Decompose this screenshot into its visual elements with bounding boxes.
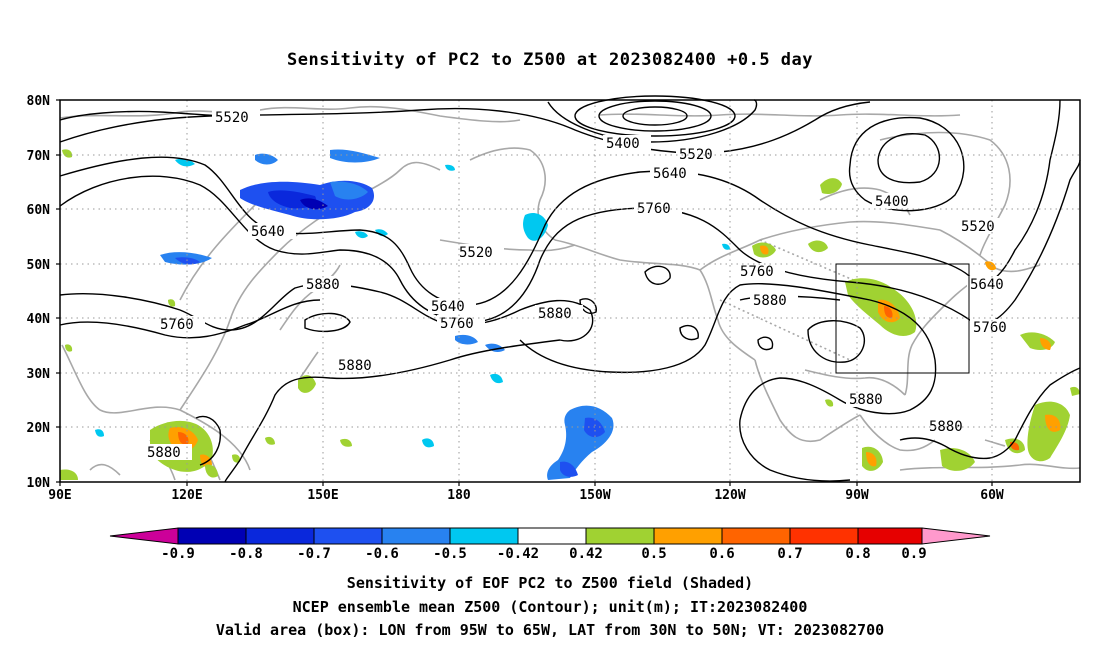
colorbar-swatch [585, 527, 655, 545]
contour-label-text: 5640 [970, 277, 1004, 293]
lon-label: 150W [579, 488, 610, 503]
contour-label: 5520 [958, 218, 1006, 235]
colorbar-swatch [721, 527, 791, 545]
contour-label: 5760 [970, 319, 1018, 336]
contour-label: 5880 [303, 276, 351, 293]
lat-label: 80N [27, 94, 51, 109]
lat-label: 60N [27, 203, 51, 218]
colorbar-label: -0.42 [497, 546, 539, 562]
colorbar-swatch [789, 527, 859, 545]
lat-axis: 80N 70N 60N 50N 40N 30N 20N 10N [27, 94, 51, 491]
contour-label-text: 5760 [740, 264, 774, 280]
colorbar-swatch [517, 527, 587, 545]
lon-label: 120E [171, 488, 202, 503]
contour-label-text: 5400 [606, 136, 640, 152]
contour-label-text: 5880 [538, 306, 572, 322]
colorbar-label: 0.7 [777, 546, 802, 562]
contour-labels: 5520 5400 5520 5640 5760 5640 5520 5400 … [144, 109, 1018, 461]
lon-axis: 90E 120E 150E 180 150W 120W 90W 60W [48, 488, 1004, 503]
caption-shading: Sensitivity of EOF PC2 to Z500 field (Sh… [346, 574, 754, 592]
contour-label-text: 5880 [147, 445, 181, 461]
contour-label-text: 5520 [679, 147, 713, 163]
contour-label: 5880 [750, 292, 798, 309]
lat-label: 30N [27, 367, 51, 382]
contour-label-text: 5760 [973, 320, 1007, 336]
colorbar-label: 0.42 [569, 546, 603, 562]
colorbar-swatch [653, 527, 723, 545]
caption-valid-area: Valid area (box): LON from 95W to 65W, L… [215, 621, 885, 639]
contour-label-text: 5640 [653, 166, 687, 182]
colorbar-label: 0.9 [901, 546, 926, 562]
colorbar-swatch [381, 527, 451, 545]
chart-title: Sensitivity of PC2 to Z500 at 2023082400… [286, 50, 813, 70]
contour-label: 5880 [335, 357, 383, 374]
lat-label: 10N [27, 476, 51, 491]
lat-label: 20N [27, 421, 51, 436]
contour-label: 5880 [846, 391, 894, 408]
contour-label-text: 5520 [961, 219, 995, 235]
lon-label: 90W [845, 488, 869, 503]
contour-label-text: 5880 [753, 293, 787, 309]
colorbar-swatch [857, 527, 923, 545]
contour-label: 5400 [603, 135, 651, 152]
contour-label: 5760 [157, 316, 205, 333]
contour-label-text: 5760 [440, 316, 474, 332]
lon-label: 150E [307, 488, 338, 503]
contour-label: 5880 [535, 305, 583, 322]
colorbar-label: -0.7 [297, 546, 331, 562]
contour-label: 5640 [428, 298, 476, 315]
colorbar-swatch [449, 527, 519, 545]
colorbar-label: -0.5 [433, 546, 467, 562]
colorbar-swatch [177, 527, 247, 545]
lon-label: 60W [980, 488, 1004, 503]
contour-label: 5880 [144, 444, 192, 461]
lat-label: 50N [27, 258, 51, 273]
colorbar-swatch [245, 527, 315, 545]
contour-label: 5520 [212, 109, 260, 126]
contour-label-text: 5520 [459, 245, 493, 261]
colorbar-label: 0.5 [641, 546, 666, 562]
colorbar-label: -0.9 [161, 546, 195, 562]
contour-label-text: 5880 [338, 358, 372, 374]
valid-area-box [835, 263, 970, 374]
colorbar-swatch [313, 527, 383, 545]
contour-label-text: 5400 [875, 194, 909, 210]
colorbar-label: -0.6 [365, 546, 399, 562]
contour-label: 5880 [926, 418, 974, 435]
lat-label: 40N [27, 312, 51, 327]
z500-contours [59, 95, 1081, 483]
contour-label: 5640 [967, 276, 1015, 293]
contour-label: 5760 [437, 315, 485, 332]
contour-label: 5640 [650, 165, 698, 182]
contour-label: 5520 [676, 146, 724, 163]
colorbar-label: -0.8 [229, 546, 263, 562]
colorbar-label: 0.8 [845, 546, 870, 562]
contour-label-text: 5640 [431, 299, 465, 315]
contour-label-text: 5880 [849, 392, 883, 408]
contour-label: 5760 [634, 200, 682, 217]
caption-contour: NCEP ensemble mean Z500 (Contour); unit(… [292, 598, 808, 616]
lon-label: 90E [48, 488, 71, 503]
lon-label: 180 [447, 488, 471, 503]
contour-label-text: 5880 [306, 277, 340, 293]
contour-label-text: 5640 [251, 224, 285, 240]
contour-label: 5520 [456, 244, 504, 261]
contour-label-text: 5760 [637, 201, 671, 217]
colorbar [109, 527, 991, 545]
lat-label: 70N [27, 149, 51, 164]
contour-label-text: 5760 [160, 317, 194, 333]
contour-label: 5640 [248, 223, 296, 240]
colorbar-labels: -0.9 -0.8 -0.7 -0.6 -0.5 -0.42 0.42 0.5 … [161, 546, 927, 562]
contour-label: 5760 [737, 263, 785, 280]
lon-label: 120W [714, 488, 745, 503]
sensitivity-shading [60, 149, 1080, 480]
colorbar-swatch [109, 527, 179, 545]
colorbar-swatch [921, 527, 991, 545]
colorbar-label: 0.6 [709, 546, 734, 562]
contour-label: 5400 [872, 193, 920, 210]
plot-area: 5520 5400 5520 5640 5760 5640 5520 5400 … [56, 95, 1081, 486]
contour-label-text: 5520 [215, 110, 249, 126]
